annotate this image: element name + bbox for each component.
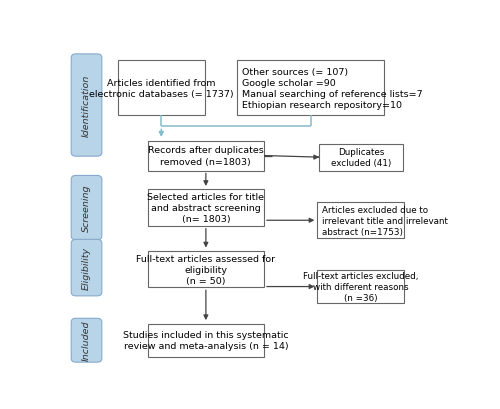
Text: Screening: Screening <box>82 184 91 232</box>
Text: Full-text articles assessed for
eligibility
(n = 50): Full-text articles assessed for eligibil… <box>136 254 276 285</box>
Text: Full-text articles excluded,
with different reasons
(n =36): Full-text articles excluded, with differ… <box>303 271 418 302</box>
FancyBboxPatch shape <box>148 190 264 226</box>
FancyBboxPatch shape <box>318 202 404 239</box>
Text: Other sources (= 107)
Google scholar =90
Manual searching of reference lists=7
E: Other sources (= 107) Google scholar =90… <box>242 67 422 110</box>
FancyBboxPatch shape <box>318 270 404 303</box>
Text: Eligibility: Eligibility <box>82 247 91 290</box>
Text: Studies included in this systematic
review and meta-analysis (n = 14): Studies included in this systematic revi… <box>123 330 288 351</box>
FancyBboxPatch shape <box>71 319 102 362</box>
Text: Articles identified from
electronic databases (= 1737): Articles identified from electronic data… <box>89 79 234 99</box>
Text: Identification: Identification <box>82 75 91 137</box>
FancyBboxPatch shape <box>71 240 102 296</box>
Text: Records after duplicates
removed (n=1803): Records after duplicates removed (n=1803… <box>148 146 264 166</box>
FancyBboxPatch shape <box>118 61 205 116</box>
Text: Articles excluded due to
irrelevant title and irrelevant
abstract (n=1753): Articles excluded due to irrelevant titl… <box>322 205 448 236</box>
Text: Duplicates
excluded (41): Duplicates excluded (41) <box>330 148 391 168</box>
FancyBboxPatch shape <box>148 252 264 288</box>
FancyBboxPatch shape <box>319 144 402 171</box>
FancyBboxPatch shape <box>71 176 102 240</box>
FancyBboxPatch shape <box>148 141 264 171</box>
Text: Selected articles for title
and abstract screening
(n= 1803): Selected articles for title and abstract… <box>148 193 264 224</box>
FancyBboxPatch shape <box>71 55 102 157</box>
FancyBboxPatch shape <box>237 61 384 116</box>
Text: Included: Included <box>82 320 91 361</box>
FancyBboxPatch shape <box>148 324 264 357</box>
